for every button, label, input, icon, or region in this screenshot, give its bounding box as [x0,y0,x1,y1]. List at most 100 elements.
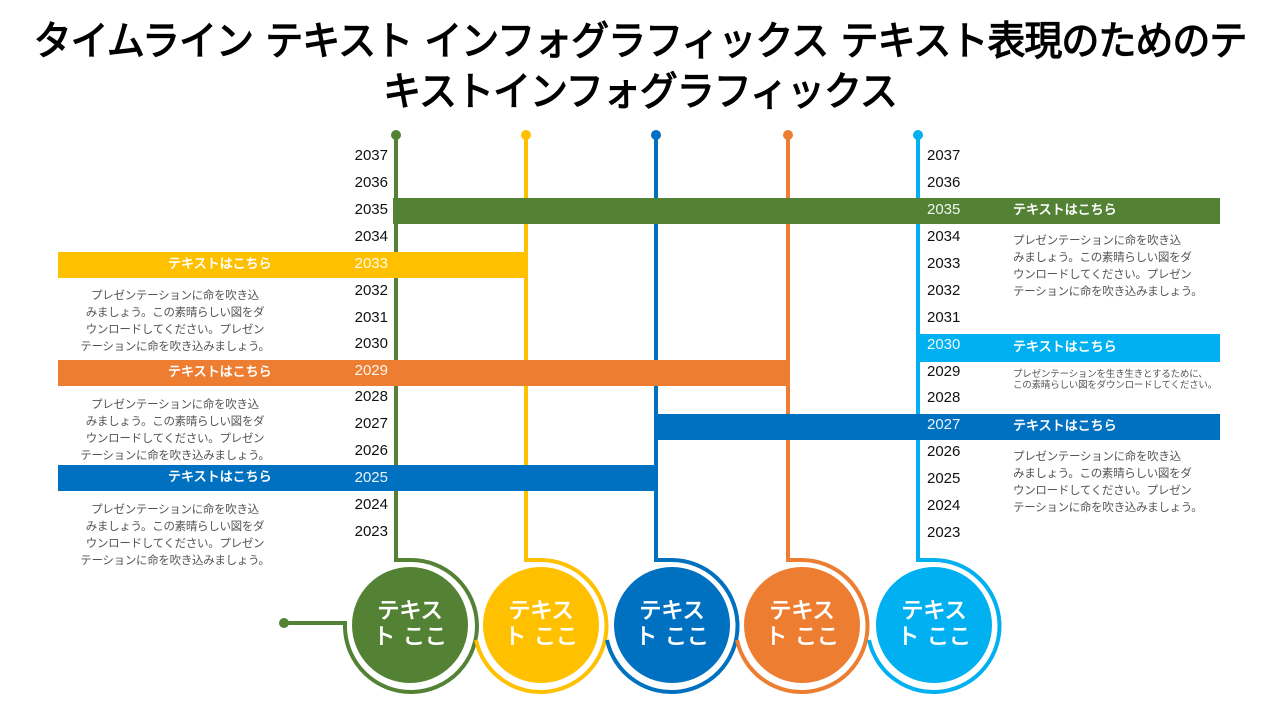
year-label: 2025 [927,470,961,487]
description-right-2: プレゼンテーションを生き生きとするために、 この素晴らしい図をダウンロードしてく… [1013,369,1243,391]
desc-line: みましょう。この素晴らしい図をダ [85,305,265,319]
desc-line: テーションに命を吹き込みましょう。 [80,553,270,567]
description-left-1: プレゼンテーションに命を吹き込 みましょう。この素晴らしい図をダ ウンロードして… [60,287,290,355]
circle-label-line: ト ここ [765,625,839,650]
year-label: 2035 [927,201,961,218]
circle-label-orange: テキス ト ここ [744,599,860,651]
year-label: 2025 [354,469,388,486]
circle-label-line: ト ここ [635,625,709,650]
circle-yellow [483,567,599,683]
year-label: 2032 [354,282,388,299]
circle-blue [614,567,730,683]
year-label: 2037 [354,147,388,164]
circle-label-line: ト ここ [504,625,578,650]
year-label: 2032 [927,282,961,299]
description-left-2: プレゼンテーションに命を吹き込 みましょう。この素晴らしい図をダ ウンロードして… [60,396,290,464]
circle-label-line: ト ここ [897,625,971,650]
circle-label-line: ト ここ [373,625,447,650]
desc-line: プレゼンテーションに命を吹き込 [1013,449,1181,463]
desc-line: ウンロードしてください。プレゼン [1013,483,1192,497]
desc-line: テーションに命を吹き込みましょう。 [80,339,270,353]
description-right-3: プレゼンテーションに命を吹き込 みましょう。この素晴らしい図をダ ウンロードして… [1013,448,1233,516]
desc-line: テーションに命を吹き込みましょう。 [1013,500,1203,514]
year-label: 2029 [927,363,961,380]
year-label: 2036 [354,174,388,191]
year-label: 2031 [927,309,961,326]
desc-line: この素晴らしい図をダウンロードしてください。 [1013,380,1218,391]
title-line-2: キストインフォグラフィックス [383,68,898,115]
bar-yellow-2033: テキストはこちら [58,252,527,278]
bar-blue-2027: テキストはこちら [656,414,1220,440]
year-label: 2026 [354,442,388,459]
desc-line: プレゼンテーションを生き生きとするために、 [1013,369,1208,380]
desc-line: ウンロードしてください。プレゼン [1013,267,1192,281]
desc-line: ウンロードしてください。プレゼン [85,431,265,445]
desc-line: みましょう。この素晴らしい図をダ [1013,250,1192,264]
circle-orange [744,567,860,683]
desc-line: みましょう。この素晴らしい図をダ [85,414,265,428]
year-label: 2024 [927,497,961,514]
bar-label: テキストはこちら [1013,340,1117,355]
bar-label: テキストはこちら [168,365,272,380]
year-label: 2034 [927,228,961,245]
year-label: 2034 [354,228,388,245]
bar-label: テキストはこちら [1013,203,1117,218]
circle-label-line: テキス [508,599,574,624]
desc-line: ウンロードしてください。プレゼン [85,536,265,550]
year-label: 2031 [354,309,388,326]
bar-label: テキストはこちら [1013,419,1117,434]
desc-line: プレゼンテーションに命を吹き込 [91,502,259,516]
year-label: 2024 [354,496,388,513]
circle-label-blue: テキス ト ここ [614,599,730,651]
circle-label-line: テキス [377,599,443,624]
circle-label-line: テキス [769,599,835,624]
bar-lightblue-2030: テキストはこちら [920,334,1220,362]
circle-lightblue [876,567,992,683]
timeline-line-lightblue [867,130,1002,694]
circle-label-line: テキス [901,599,967,624]
year-label: 2036 [927,174,961,191]
year-label: 2037 [927,147,961,164]
bar-orange-2029: テキストはこちら [58,360,789,386]
desc-line: ウンロードしてください。プレゼン [85,322,265,336]
circle-label-lightblue: テキス ト ここ [876,599,992,651]
desc-line: みましょう。この素晴らしい図をダ [85,519,265,533]
year-label: 2023 [354,523,388,540]
desc-line: テーションに命を吹き込みましょう。 [80,448,270,462]
year-label: 2023 [927,524,961,541]
timeline-line-green [279,130,479,694]
description-left-3: プレゼンテーションに命を吹き込 みましょう。この素晴らしい図をダ ウンロードして… [60,501,290,569]
year-label: 2026 [927,443,961,460]
circle-label-yellow: テキス ト ここ [483,599,599,651]
year-label: 2033 [927,255,961,272]
year-label: 2028 [927,389,961,406]
bar-green-2035: テキストはこちら [393,198,1220,224]
dot-icon [279,618,289,628]
desc-line: みましょう。この素晴らしい図をダ [1013,466,1192,480]
desc-line: テーションに命を吹き込みましょう。 [1013,284,1203,298]
year-label: 2030 [354,335,388,352]
description-right-1: プレゼンテーションに命を吹き込 みましょう。この素晴らしい図をダ ウンロードして… [1013,232,1233,300]
desc-line: プレゼンテーションに命を吹き込 [91,288,259,302]
desc-line: プレゼンテーションに命を吹き込 [1013,233,1181,247]
year-label: 2035 [354,201,388,218]
circle-label-line: テキス [639,599,705,624]
year-label: 2027 [354,415,388,432]
bar-label: テキストはこちら [168,257,272,272]
year-label: 2028 [354,388,388,405]
page-title: タイムライン テキスト インフォグラフィックス テキスト表現のためのテ キストイ… [0,16,1280,117]
title-line-1: タイムライン テキスト インフォグラフィックス テキスト表現のためのテ [33,17,1248,64]
year-label: 2033 [354,255,388,272]
year-label: 2027 [927,416,961,433]
timeline-line-yellow [474,130,609,694]
circle-green [352,567,468,683]
year-label: 2029 [354,362,388,379]
circle-label-green: テキス ト ここ [352,599,468,651]
timeline-line-blue [605,130,740,694]
bar-blue-2025: テキストはこちら [58,465,657,491]
bar-label: テキストはこちら [168,470,272,485]
desc-line: プレゼンテーションに命を吹き込 [91,397,259,411]
timeline-line-orange [735,130,870,694]
year-label: 2030 [927,336,961,353]
